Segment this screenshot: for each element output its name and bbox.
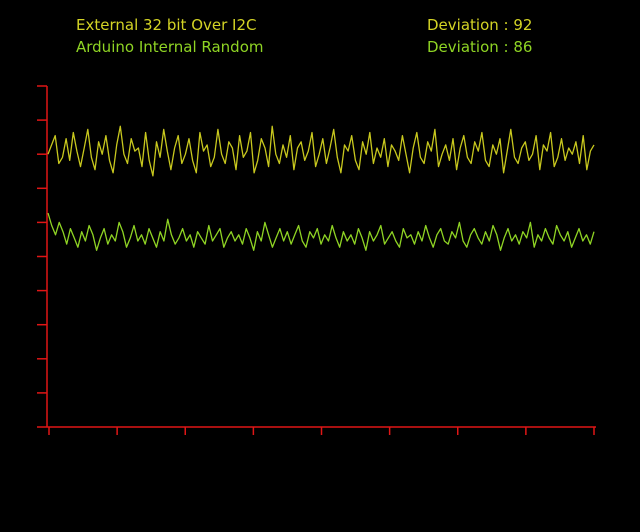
x-axis-ticks xyxy=(48,427,595,435)
deviation-series-1: Deviation : 92 xyxy=(427,16,533,34)
legend-series-1-name: External 32 bit Over I2C xyxy=(76,16,257,34)
y-axis-ticks xyxy=(37,85,47,428)
legend-series-2-name: Arduino Internal Random xyxy=(76,38,264,56)
series-line-2 xyxy=(47,212,595,251)
series-lines xyxy=(47,125,595,251)
deviation-series-2: Deviation : 86 xyxy=(427,38,533,56)
series-line-1 xyxy=(47,125,595,177)
